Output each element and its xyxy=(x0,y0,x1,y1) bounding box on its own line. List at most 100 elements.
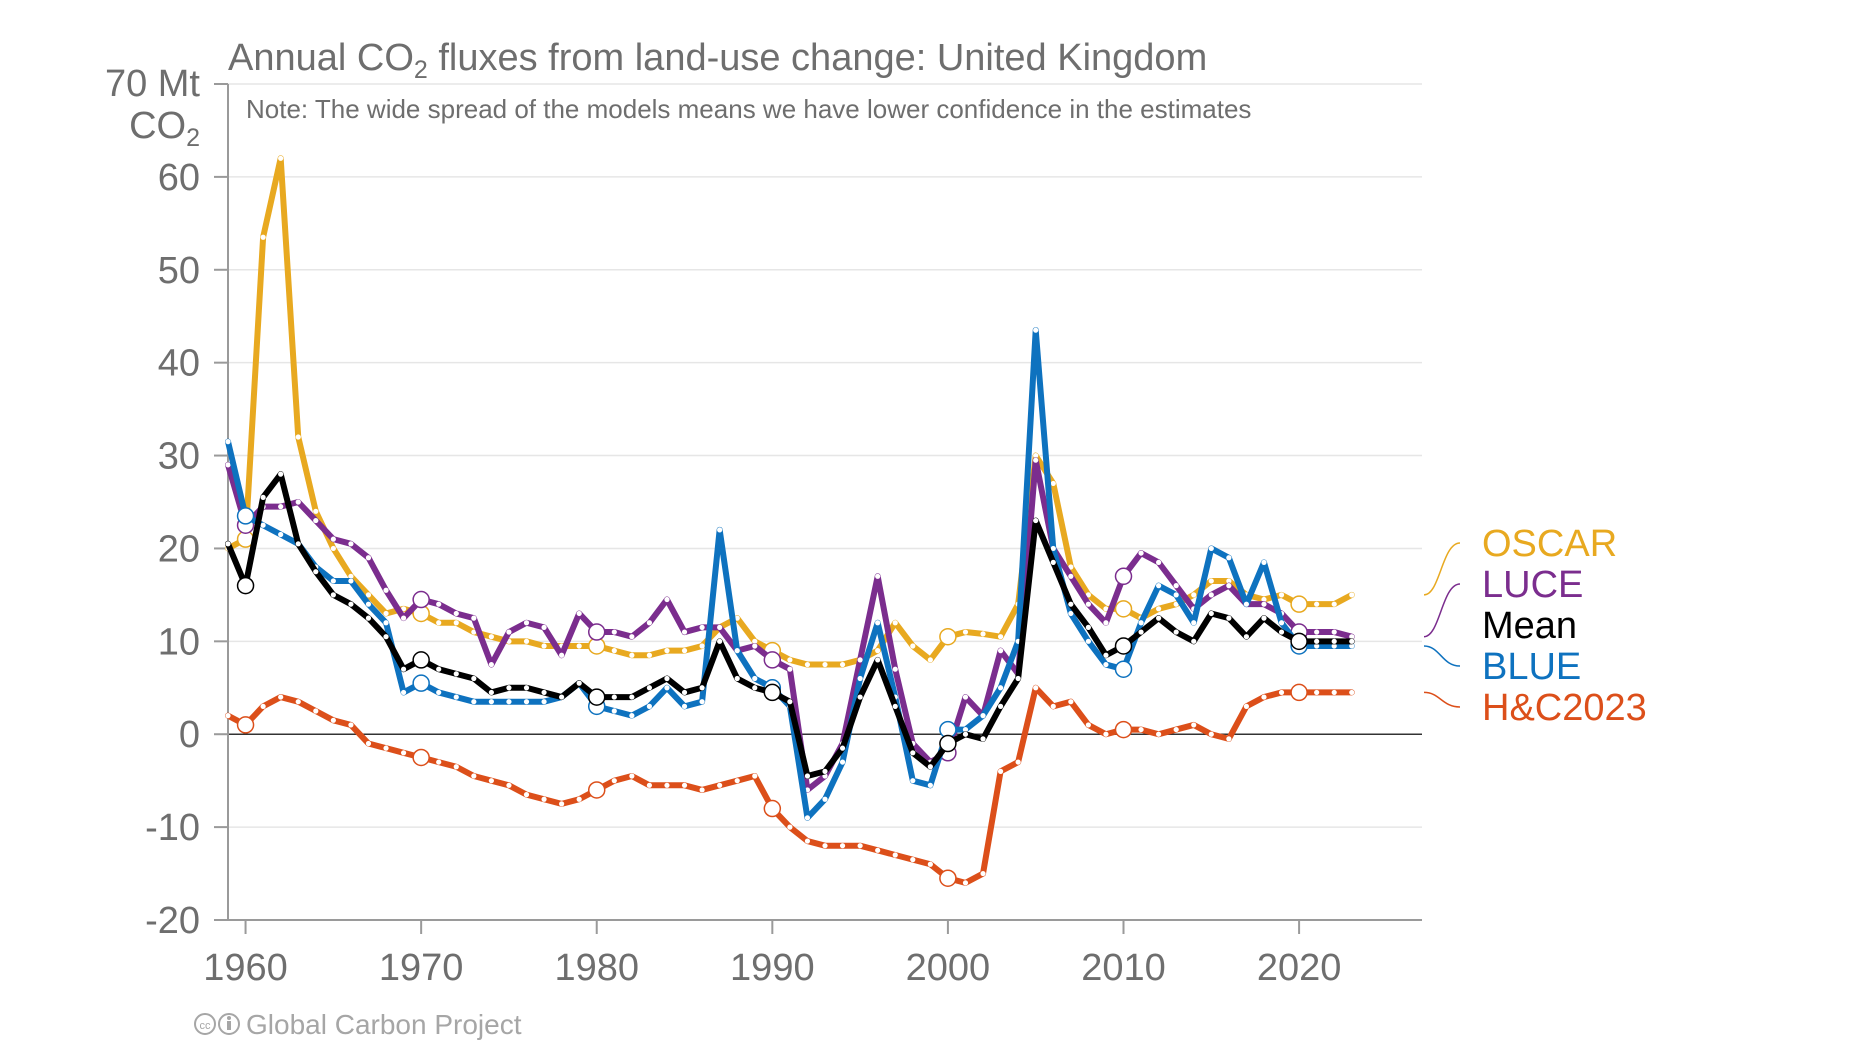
data-point xyxy=(939,627,957,646)
data-point xyxy=(962,880,969,886)
data-point xyxy=(1015,759,1021,765)
credit-text: Global Carbon Project xyxy=(246,1009,522,1040)
data-point xyxy=(734,778,740,784)
data-point xyxy=(587,623,606,641)
data-point xyxy=(1103,731,1109,737)
data-point xyxy=(1208,731,1214,737)
data-point xyxy=(980,713,986,719)
data-point xyxy=(330,717,336,723)
data-point xyxy=(681,648,688,654)
data-point xyxy=(400,606,407,612)
data-point xyxy=(453,620,459,626)
data-point xyxy=(962,629,969,635)
data-point xyxy=(559,652,565,658)
data-point xyxy=(787,824,793,830)
data-point xyxy=(787,699,793,705)
data-point xyxy=(1068,699,1074,705)
data-point xyxy=(875,657,881,663)
data-point xyxy=(997,768,1004,774)
data-point xyxy=(576,610,582,617)
data-point xyxy=(1208,592,1214,598)
data-point xyxy=(1050,480,1056,487)
data-point xyxy=(1208,610,1214,617)
data-point xyxy=(523,638,530,644)
data-point xyxy=(646,652,653,658)
x-tick-label: 1980 xyxy=(554,947,639,989)
data-point xyxy=(681,689,688,696)
y-axis-unit-line1: 70 Mt xyxy=(105,63,200,105)
data-point xyxy=(488,778,494,784)
data-point xyxy=(1331,601,1337,607)
data-point xyxy=(1278,592,1285,598)
data-point xyxy=(1261,601,1267,607)
data-point xyxy=(348,541,354,547)
data-point xyxy=(752,675,758,682)
data-point xyxy=(997,703,1004,709)
data-point xyxy=(1226,615,1232,621)
data-point xyxy=(611,694,617,700)
data-point xyxy=(962,694,969,700)
data-point xyxy=(225,439,231,445)
data-point xyxy=(278,504,284,510)
series-h-c2023 xyxy=(225,683,1355,887)
data-point xyxy=(453,694,459,700)
series-line-blue xyxy=(225,327,1355,821)
data-point xyxy=(1226,736,1232,742)
data-point xyxy=(822,796,828,802)
data-point xyxy=(225,713,231,719)
legend-leader-oscar xyxy=(1423,542,1461,596)
data-point xyxy=(681,703,688,709)
data-point xyxy=(763,683,782,702)
data-point xyxy=(857,675,863,682)
data-point xyxy=(629,634,635,640)
data-point xyxy=(1278,629,1285,635)
data-point xyxy=(559,694,565,700)
data-point xyxy=(857,843,863,849)
data-point xyxy=(348,601,354,607)
data-point xyxy=(365,740,372,747)
data-point xyxy=(587,688,606,706)
data-point xyxy=(1015,675,1021,682)
data-point xyxy=(1156,559,1162,565)
data-point xyxy=(822,843,828,849)
data-point xyxy=(1033,685,1039,691)
data-point xyxy=(453,671,459,677)
x-axis-ticks: 1960 1970 1980 1990 2000 2010 2020 xyxy=(203,920,1341,989)
data-point xyxy=(1278,620,1285,626)
data-point xyxy=(752,643,758,649)
data-point xyxy=(1191,592,1197,598)
data-point xyxy=(236,716,255,734)
data-point xyxy=(787,657,793,663)
data-point xyxy=(892,703,898,709)
data-point xyxy=(330,545,336,552)
legend-leader-h-c2023 xyxy=(1423,691,1461,708)
y-tick-label: 0 xyxy=(179,714,200,756)
data-point xyxy=(717,782,723,788)
data-point xyxy=(1068,610,1074,617)
series-blue xyxy=(225,327,1355,821)
data-point xyxy=(1085,601,1091,607)
data-point xyxy=(1156,583,1162,589)
data-point xyxy=(330,536,336,542)
data-point xyxy=(822,768,828,774)
data-point xyxy=(875,573,881,579)
data-point xyxy=(330,578,336,584)
data-point xyxy=(822,661,828,668)
data-point xyxy=(1138,726,1144,733)
data-point xyxy=(927,861,933,867)
data-point xyxy=(962,726,969,733)
data-point xyxy=(236,507,255,525)
data-point xyxy=(523,620,530,626)
data-point xyxy=(1226,583,1232,589)
data-point xyxy=(1349,689,1355,696)
data-point xyxy=(1261,694,1267,700)
data-point xyxy=(1243,703,1250,709)
legend-leader-luce xyxy=(1423,583,1461,638)
data-point xyxy=(576,796,582,802)
data-point xyxy=(629,773,635,779)
data-point xyxy=(611,708,617,714)
data-point xyxy=(1314,629,1320,635)
cc-license-icon: cc xyxy=(194,1013,240,1035)
data-point xyxy=(400,750,407,756)
data-point xyxy=(646,685,653,691)
